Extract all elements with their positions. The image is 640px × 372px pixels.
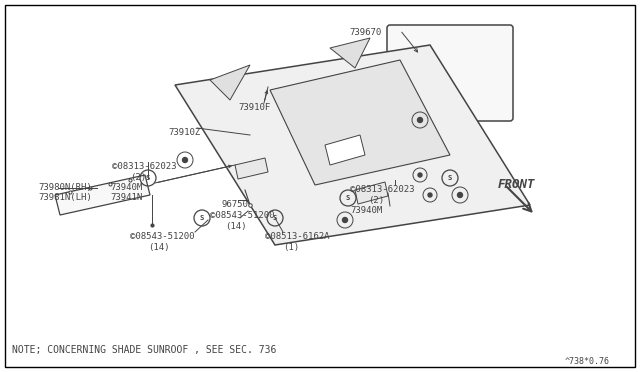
Text: FRONT: FRONT	[498, 178, 536, 191]
Circle shape	[458, 192, 463, 198]
Circle shape	[342, 218, 348, 222]
Text: 96750: 96750	[222, 200, 249, 209]
Text: NOTE; CONCERNING SHADE SUNROOF , SEE SEC. 736: NOTE; CONCERNING SHADE SUNROOF , SEE SEC…	[12, 345, 276, 355]
Polygon shape	[55, 175, 150, 215]
Text: (14): (14)	[148, 243, 170, 252]
Text: 73910F: 73910F	[238, 103, 270, 112]
Text: 73910Z: 73910Z	[168, 128, 200, 137]
Polygon shape	[355, 182, 388, 204]
Circle shape	[417, 118, 422, 122]
Text: S: S	[146, 175, 150, 181]
Circle shape	[182, 157, 188, 163]
Text: 73940M: 73940M	[350, 206, 382, 215]
Text: S: S	[200, 215, 204, 221]
Text: ©08313-62023: ©08313-62023	[350, 185, 415, 194]
Text: ©08543-51200: ©08543-51200	[210, 211, 275, 220]
Text: S: S	[273, 215, 277, 221]
Circle shape	[418, 173, 422, 177]
Text: 73941N: 73941N	[110, 193, 142, 202]
Polygon shape	[175, 45, 530, 245]
Text: 73981N(LH): 73981N(LH)	[38, 193, 92, 202]
Text: S: S	[346, 195, 350, 201]
Text: 739670: 739670	[349, 28, 382, 37]
Polygon shape	[210, 65, 250, 100]
Text: ^738*0.76: ^738*0.76	[565, 357, 610, 366]
Text: ©08313-62023: ©08313-62023	[112, 162, 177, 171]
Text: (14): (14)	[225, 222, 246, 231]
Text: (2): (2)	[130, 173, 146, 182]
Text: 73980N(RH): 73980N(RH)	[38, 183, 92, 192]
Text: (2): (2)	[368, 196, 384, 205]
Text: 73940M: 73940M	[110, 183, 142, 192]
FancyBboxPatch shape	[387, 25, 513, 121]
Polygon shape	[330, 38, 370, 68]
Polygon shape	[235, 158, 268, 179]
Text: (1): (1)	[283, 243, 299, 252]
Polygon shape	[325, 135, 365, 165]
Polygon shape	[270, 60, 450, 185]
Circle shape	[428, 193, 432, 197]
Text: S: S	[448, 175, 452, 181]
Text: ©08543-51200: ©08543-51200	[130, 232, 195, 241]
Text: ©08513-6162A: ©08513-6162A	[265, 232, 330, 241]
